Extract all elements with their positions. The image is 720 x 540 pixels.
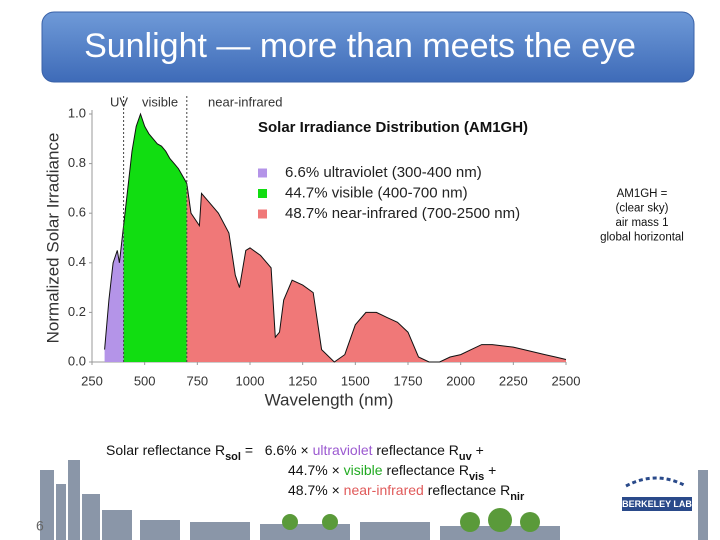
area [123,114,187,362]
equation-part: visible [344,462,383,478]
equation-line: 44.7% × visible reflectance Rvis + [288,462,496,483]
x-tick-label: 1750 [394,373,423,388]
legend-label: 44.7% visible (400-700 nm) [285,184,468,201]
y-tick-label: 0.0 [68,353,86,368]
area-outline [186,183,567,363]
equation-part: + [472,442,484,458]
region-label: near-infrared [208,94,282,109]
equation-part: ultraviolet [313,442,373,458]
legend-swatch [258,189,267,198]
note-line: air mass 1 [615,217,668,229]
equation-part: Solar reflectance R [106,442,225,458]
x-tick-label: 1250 [288,373,317,388]
chart-title: Solar Irradiance Distribution (AM1GH) [258,119,528,136]
legend-swatch [258,168,267,178]
equation-part: reflectance R [383,462,469,478]
slide-title: Sunlight — more than meets the eye [84,27,636,65]
equation-line: Solar reflectance Rsol = 6.6% × ultravio… [106,442,484,463]
legend-swatch [258,209,267,219]
subscript: sol [225,451,241,463]
x-tick-label: 1000 [236,373,265,388]
x-tick-label: 750 [186,373,208,388]
y-axis-label: Normalized Solar Irradiance [43,133,62,344]
equation-part: + [484,462,496,478]
equation-part: reflectance R [373,442,459,458]
x-tick-label: 2500 [552,373,581,388]
area [104,225,124,362]
y-tick-label: 0.8 [68,155,86,170]
x-axis-label: Wavelength (nm) [265,390,394,409]
equation-part: 48.7% × [288,482,344,498]
title-banner [41,11,695,83]
y-tick-label: 1.0 [68,105,86,120]
y-tick-label: 0.4 [68,254,86,269]
x-tick-label: 2250 [499,373,528,388]
equation-line: 48.7% × near-infrared reflectance Rnir [288,482,525,503]
logo: BERKELEY LAB [622,476,692,511]
x-tick-label: 1500 [341,373,370,388]
area-outline [123,112,188,226]
subscript: nir [510,491,525,503]
note-line: (clear sky) [615,203,668,215]
page-number: 6 [36,518,44,534]
skyline [40,460,708,540]
equation-part: = 6.6% × [241,442,313,458]
area-outline [104,225,125,350]
x-tick-label: 250 [81,373,103,388]
y-tick-label: 0.6 [68,205,86,220]
logo-text: BERKELEY LAB [622,499,692,509]
y-tick-label: 0.2 [68,304,86,319]
equation-part: near-infrared [344,482,424,498]
subscript: vis [469,471,484,483]
region-label: UV [110,94,128,109]
note-line: global horizontal [600,232,684,244]
x-tick-label: 2000 [446,373,475,388]
legend-label: 6.6% ultraviolet (300-400 nm) [285,164,482,181]
note-line: AM1GH = [617,188,668,200]
x-tick-label: 500 [134,373,156,388]
equation-part: 44.7% × [288,462,344,478]
legend-label: 48.7% near-infrared (700-2500 nm) [285,205,520,222]
equation-part: reflectance R [424,482,510,498]
region-label: visible [142,94,178,109]
subscript: uv [459,451,473,463]
